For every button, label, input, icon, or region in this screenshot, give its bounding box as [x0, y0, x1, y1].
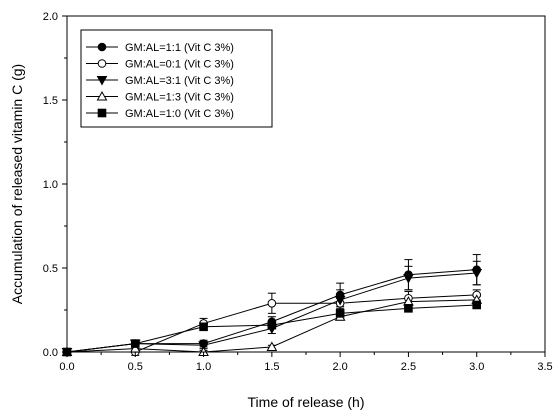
legend-marker	[97, 108, 107, 118]
legend-box	[80, 29, 273, 128]
data-point-series-2	[267, 298, 277, 308]
x-tick-label: 2.0	[332, 361, 347, 373]
legend: GM:AL=1:1 (Vit C 3%) GM:AL=0:1 (Vit C 3%)…	[80, 29, 273, 128]
data-point-series-5	[404, 304, 413, 313]
x-tick-label: 2.5	[401, 361, 416, 373]
y-tick-label: 2.0	[43, 11, 58, 23]
y-axis-title: Accumulation of released vitamin C (g)	[9, 64, 25, 304]
legend-marker	[96, 76, 108, 86]
error-bars	[131, 254, 481, 356]
x-tick-label: 0.0	[59, 361, 74, 373]
data-point-series-3	[471, 269, 483, 279]
legend-label: GM:AL=1:3 (Vit C 3%)	[125, 92, 234, 104]
y-tick-label: 1.5	[43, 95, 58, 107]
legend-label: GM:AL=0:1 (Vit C 3%)	[125, 59, 234, 71]
x-tick-label: 1.0	[196, 361, 211, 373]
y-tick-label: 1.0	[43, 179, 58, 191]
data-point-series-5	[472, 300, 482, 310]
data-point-series-5	[199, 322, 208, 332]
x-tick-label: 3.5	[537, 361, 552, 373]
x-tick-label: 0.5	[128, 361, 143, 373]
data-point-series-5	[335, 309, 345, 318]
data-point-series-3	[334, 295, 346, 306]
data-point-series-5	[130, 339, 140, 348]
x-tick-label: 3.0	[469, 361, 484, 373]
legend-label: GM:AL=1:0 (Vit C 3%)	[125, 108, 234, 120]
data-point-series-3	[403, 274, 414, 284]
data-point-series-3	[198, 341, 209, 351]
x-tick-label: 1.5	[264, 361, 279, 373]
x-axis-title: Time of release (h)	[248, 394, 365, 410]
legend-marker	[96, 90, 108, 101]
axes: 0.0 0.5 1.0 1.5 2.0 2.5 3.0 3.5 0.0 0.5 1.0 1.5 2.0	[43, 11, 553, 373]
legend-marker	[97, 59, 107, 68]
legend-label: GM:AL=3:1 (Vit C 3%)	[125, 75, 234, 87]
y-tick-label: 0.0	[43, 347, 58, 359]
y-tick-label: 0.5	[43, 263, 58, 275]
legend-label: GM:AL=1:1 (Vit C 3%)	[125, 42, 234, 54]
data-point-series-5	[267, 320, 277, 330]
legend-marker	[97, 42, 107, 52]
data-point-series-4	[266, 341, 278, 351]
